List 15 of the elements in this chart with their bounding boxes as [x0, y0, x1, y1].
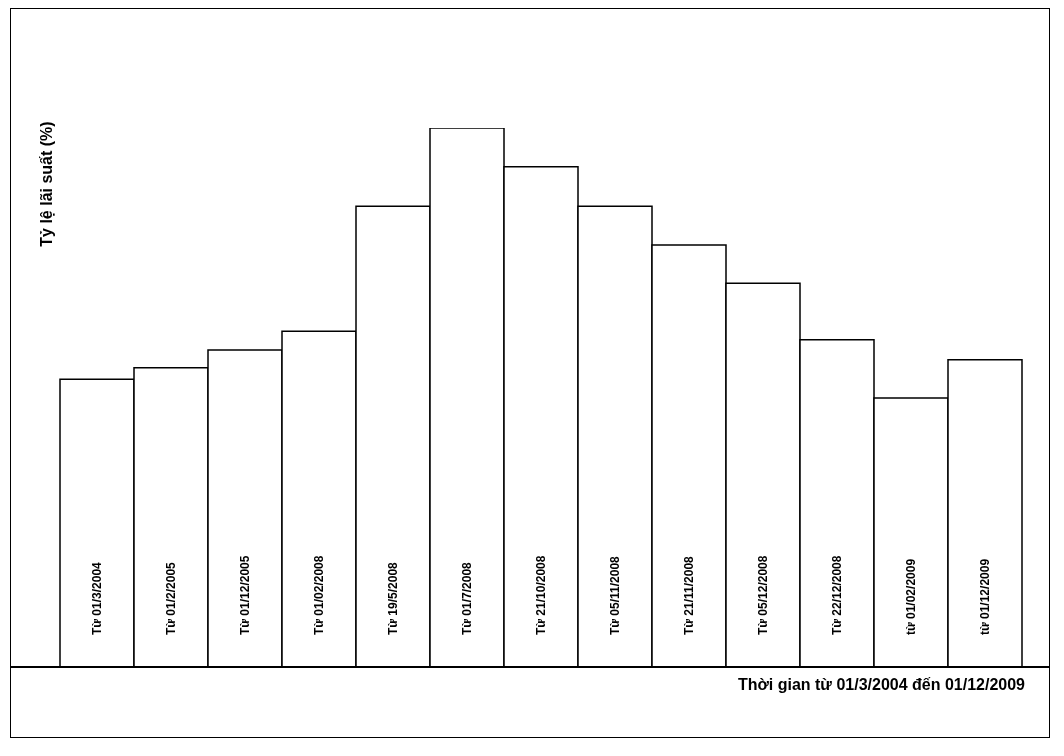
x-tick-label: từ 01/12/2009 — [978, 558, 992, 635]
x-tick-label: Từ 05/11/2008 — [608, 555, 622, 635]
x-tick-label: Từ 01/3/2004 — [90, 561, 104, 635]
x-tick-label: Từ 21/11/2008 — [682, 555, 696, 635]
x-tick-label: Từ 19/5/2008 — [386, 561, 400, 635]
x-tick-label: từ 01/02/2009 — [904, 558, 918, 635]
x-tick-label: Từ 21/10/2008 — [534, 555, 548, 635]
y-axis-title: Tỷ lệ lãi suất (%) — [38, 121, 56, 247]
x-tick-label: Từ 01/7/2008 — [460, 561, 474, 635]
x-tick-label: Từ 22/12/2008 — [830, 555, 844, 635]
x-axis-title: Thời gian từ 01/3/2004 đến 01/12/2009 — [737, 676, 1025, 694]
x-tick-label: Từ 01/12/2005 — [238, 555, 252, 635]
x-tick-label: Từ 05/12/2008 — [756, 555, 770, 635]
x-tick-label: Từ 01/2/2005 — [164, 561, 178, 635]
x-tick-label: Từ 01/02/2008 — [312, 555, 326, 635]
